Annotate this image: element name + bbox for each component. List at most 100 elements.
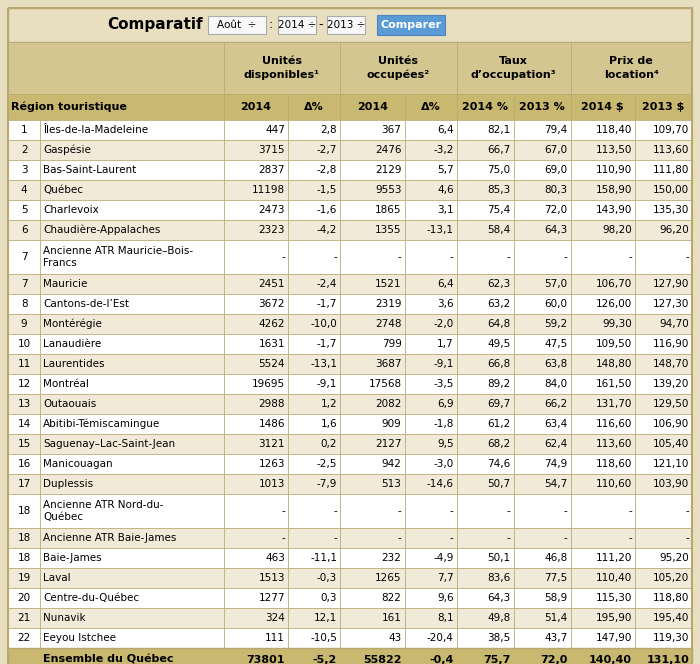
Bar — [340, 474, 405, 494]
Text: 2127: 2127 — [375, 439, 402, 449]
Text: 66,2: 66,2 — [545, 399, 568, 409]
Bar — [223, 240, 288, 274]
Bar — [635, 628, 692, 648]
Bar — [570, 588, 635, 608]
Text: 105,20: 105,20 — [653, 573, 689, 583]
Text: 60,0: 60,0 — [545, 299, 568, 309]
Bar — [456, 588, 514, 608]
Bar — [635, 94, 692, 120]
Text: :: : — [269, 19, 273, 31]
Bar — [456, 394, 514, 414]
Bar — [514, 314, 570, 334]
Bar — [456, 474, 514, 494]
Text: 18: 18 — [18, 506, 31, 516]
Text: 161,50: 161,50 — [596, 379, 632, 389]
Bar — [405, 568, 456, 588]
Text: 9553: 9553 — [375, 185, 402, 195]
Bar — [570, 42, 692, 94]
Bar — [514, 180, 570, 200]
Text: 17: 17 — [18, 479, 31, 489]
Bar — [635, 294, 692, 314]
Text: 2082: 2082 — [375, 399, 402, 409]
Text: 1,7: 1,7 — [437, 339, 454, 349]
Text: -: - — [450, 533, 454, 543]
Bar — [405, 548, 456, 568]
Text: 8,1: 8,1 — [437, 613, 454, 623]
Bar — [288, 568, 340, 588]
Text: 2129: 2129 — [375, 165, 402, 175]
Text: 150,00: 150,00 — [653, 185, 689, 195]
Bar — [635, 394, 692, 414]
Text: 110,90: 110,90 — [596, 165, 632, 175]
Text: Δ%: Δ% — [304, 102, 324, 112]
Text: 115,30: 115,30 — [596, 593, 632, 603]
Text: 942: 942 — [382, 459, 402, 469]
Bar — [8, 374, 40, 394]
Text: 58,9: 58,9 — [545, 593, 568, 603]
Bar — [635, 274, 692, 294]
Bar — [340, 42, 456, 94]
Bar — [570, 120, 635, 140]
Bar — [40, 274, 223, 294]
Text: -2,0: -2,0 — [433, 319, 454, 329]
Text: -4,2: -4,2 — [316, 225, 337, 235]
Bar — [635, 314, 692, 334]
Bar — [288, 354, 340, 374]
Bar — [223, 354, 288, 374]
Text: -2,4: -2,4 — [316, 279, 337, 289]
Bar — [8, 294, 40, 314]
Bar — [8, 200, 40, 220]
Text: 19: 19 — [18, 573, 31, 583]
Text: 74,9: 74,9 — [545, 459, 568, 469]
Text: 2013 ÷: 2013 ÷ — [327, 20, 365, 30]
Text: 118,80: 118,80 — [652, 593, 689, 603]
Text: 64,3: 64,3 — [545, 225, 568, 235]
Bar — [340, 434, 405, 454]
Text: 116,90: 116,90 — [652, 339, 689, 349]
Text: 10: 10 — [18, 339, 31, 349]
Text: Duplessis: Duplessis — [43, 479, 93, 489]
Bar — [40, 200, 223, 220]
Text: -1,8: -1,8 — [433, 419, 454, 429]
Bar — [405, 434, 456, 454]
Text: 7,7: 7,7 — [437, 573, 454, 583]
Bar — [8, 240, 40, 274]
Text: Comparatif: Comparatif — [107, 17, 203, 33]
Text: 909: 909 — [382, 419, 402, 429]
Bar — [405, 94, 456, 120]
Bar — [40, 334, 223, 354]
Text: 55822: 55822 — [363, 655, 402, 664]
Text: 54,7: 54,7 — [545, 479, 568, 489]
Text: 105,40: 105,40 — [653, 439, 689, 449]
Text: 50,7: 50,7 — [487, 479, 510, 489]
Text: Nunavik: Nunavik — [43, 613, 86, 623]
Text: 75,4: 75,4 — [487, 205, 510, 215]
Bar — [340, 240, 405, 274]
Text: 195,40: 195,40 — [652, 613, 689, 623]
Bar — [635, 240, 692, 274]
Bar — [456, 274, 514, 294]
Bar — [340, 394, 405, 414]
Text: 447: 447 — [265, 125, 285, 135]
Text: 49,5: 49,5 — [487, 339, 510, 349]
Bar — [456, 120, 514, 140]
Bar — [288, 588, 340, 608]
Text: 113,60: 113,60 — [596, 439, 632, 449]
Text: 111: 111 — [265, 633, 285, 643]
Text: -: - — [281, 252, 285, 262]
Bar — [40, 494, 223, 528]
Bar — [635, 474, 692, 494]
Bar — [514, 568, 570, 588]
Bar — [514, 220, 570, 240]
Text: 1865: 1865 — [375, 205, 402, 215]
Bar — [456, 414, 514, 434]
Bar — [40, 474, 223, 494]
Bar — [456, 494, 514, 528]
Text: 62,3: 62,3 — [487, 279, 510, 289]
Bar — [405, 414, 456, 434]
Text: 21: 21 — [18, 613, 31, 623]
Bar — [570, 528, 635, 548]
Text: 16: 16 — [18, 459, 31, 469]
Text: Prix de
location⁴: Prix de location⁴ — [604, 56, 659, 80]
Text: 131,10: 131,10 — [646, 655, 689, 664]
